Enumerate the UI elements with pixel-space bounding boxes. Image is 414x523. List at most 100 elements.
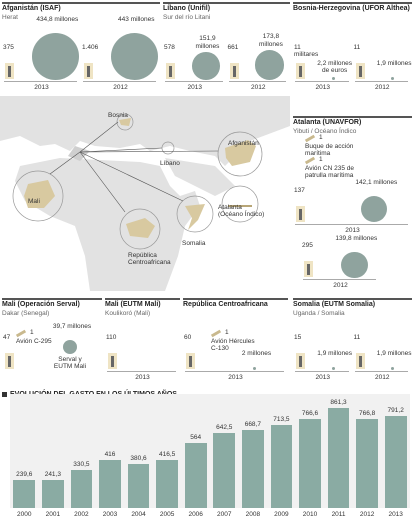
- year-label: 2013: [228, 374, 243, 381]
- troops-label: 661: [227, 44, 239, 51]
- x-tick-label: 2005: [159, 511, 175, 518]
- amount-label: 151,9 millones: [195, 35, 220, 50]
- amount-label: 1,9 millones: [317, 349, 352, 357]
- panel-title: Afganistán (ISAF): [2, 5, 61, 12]
- amount-label: 142,1 millones: [355, 178, 398, 186]
- panel-subtitle: Dakar (Senegal): [2, 310, 50, 317]
- panel-rule: [183, 298, 288, 300]
- troops-label: 375: [3, 44, 14, 51]
- year-label: 2012: [375, 84, 390, 91]
- panel-rule: [105, 298, 180, 300]
- amount-label: 443 millones: [118, 15, 155, 23]
- bar: [99, 459, 121, 508]
- map-label: Mali: [28, 198, 40, 205]
- soldier-figure: [299, 356, 302, 367]
- amount-label: 173,8 millones: [259, 33, 283, 48]
- year-label: 2013: [34, 84, 49, 91]
- soldier-figure: [87, 66, 90, 77]
- bar: [70, 469, 93, 508]
- x-tick-label: 2004: [131, 511, 146, 518]
- panel-rule: [2, 298, 102, 300]
- x-tick-label: 2007: [217, 511, 232, 518]
- year-label: 2012: [251, 84, 266, 91]
- x-tick-label: 2003: [102, 511, 118, 518]
- troops-label: 47: [3, 334, 11, 341]
- bar: [42, 479, 64, 508]
- map-label: República Centroafricana: [128, 252, 171, 267]
- year-label: 2013: [315, 374, 330, 381]
- troops-label: 60: [184, 334, 192, 341]
- asset-icon: [210, 329, 222, 338]
- somalia-circle: [176, 195, 214, 233]
- bar: [299, 418, 321, 508]
- value-label: 642,5: [216, 424, 233, 432]
- map-label: Atalanta (Océano Índico): [218, 204, 265, 219]
- amount-circle: [360, 195, 388, 223]
- panel-title: Líbano (Unifil): [163, 5, 211, 12]
- arabia: [165, 158, 235, 196]
- bar: [242, 430, 264, 508]
- soldier-figure: [8, 66, 11, 77]
- value-label: 766,6: [301, 409, 319, 417]
- amount-circle: [111, 32, 159, 80]
- panel-subtitle: Sur del río Litani: [163, 14, 211, 21]
- year-label: 2013: [315, 84, 330, 91]
- year-label: 2012: [333, 282, 348, 289]
- soldier-figure: [232, 66, 236, 77]
- year-rule: [354, 371, 408, 372]
- map: [0, 96, 290, 291]
- panel-rule: [2, 2, 160, 4]
- amount-label: 1,9 millones: [376, 59, 412, 67]
- year-rule: [303, 279, 376, 280]
- car-circle: [119, 208, 161, 250]
- amount-circle: [32, 33, 80, 80]
- bosnia-circle: [116, 113, 134, 131]
- bar: [127, 463, 150, 508]
- panel-title: Bosnia-Herzegovina (UFOR Althea): [293, 5, 410, 12]
- bar: [270, 425, 293, 508]
- year-label: 2013: [345, 226, 360, 234]
- troops-label: 11 militares: [294, 44, 319, 59]
- bar: [13, 480, 36, 508]
- year-rule: [295, 223, 408, 225]
- year-rule: [165, 81, 223, 82]
- year-label: 2012: [113, 84, 128, 91]
- panel-subtitle: Koulikoró (Mali): [105, 310, 151, 317]
- asset-label: Avión Hércules C-130: [211, 338, 255, 353]
- panel-title: República Centroafricana: [183, 301, 268, 308]
- troops-label: 11: [353, 334, 361, 341]
- africa: [15, 158, 200, 291]
- amount-circle: [391, 366, 395, 370]
- panel-subtitle: Uganda / Somalia: [293, 310, 345, 317]
- bosnia-shape: [119, 118, 131, 126]
- asset-count: 1: [319, 134, 323, 141]
- value-label: 564: [190, 433, 202, 441]
- year-rule: [228, 81, 286, 82]
- panel-rule: [293, 116, 412, 118]
- year-rule: [4, 81, 77, 82]
- value-label: 791,2: [387, 407, 404, 415]
- map-label: Somalia: [182, 240, 206, 247]
- troops-label: 15: [294, 334, 302, 341]
- value-label: 380,6: [130, 454, 147, 462]
- year-rule: [83, 81, 156, 82]
- troops-label: 1.406: [82, 44, 99, 51]
- panel-title: Atalanta (UNAVFOR): [293, 119, 362, 126]
- map-label: Afganistán: [228, 140, 259, 147]
- value-label: 330,5: [73, 460, 90, 468]
- somalia-shape: [185, 204, 205, 230]
- mali-circle: [12, 170, 64, 222]
- year-rule: [354, 81, 408, 82]
- troops-label: 137: [294, 186, 305, 194]
- amount-label: 2 millones: [241, 349, 272, 357]
- amount-label: 434,8 millones: [36, 16, 79, 24]
- year-label: 2012: [375, 374, 390, 381]
- bar: [327, 408, 350, 508]
- asset-label: Buque de acción marítima: [305, 143, 354, 158]
- bar: [356, 418, 378, 508]
- car-shape: [126, 218, 155, 238]
- soldier-figure: [169, 66, 172, 77]
- soldier-figure: [358, 66, 362, 77]
- panel-rule: [163, 2, 290, 4]
